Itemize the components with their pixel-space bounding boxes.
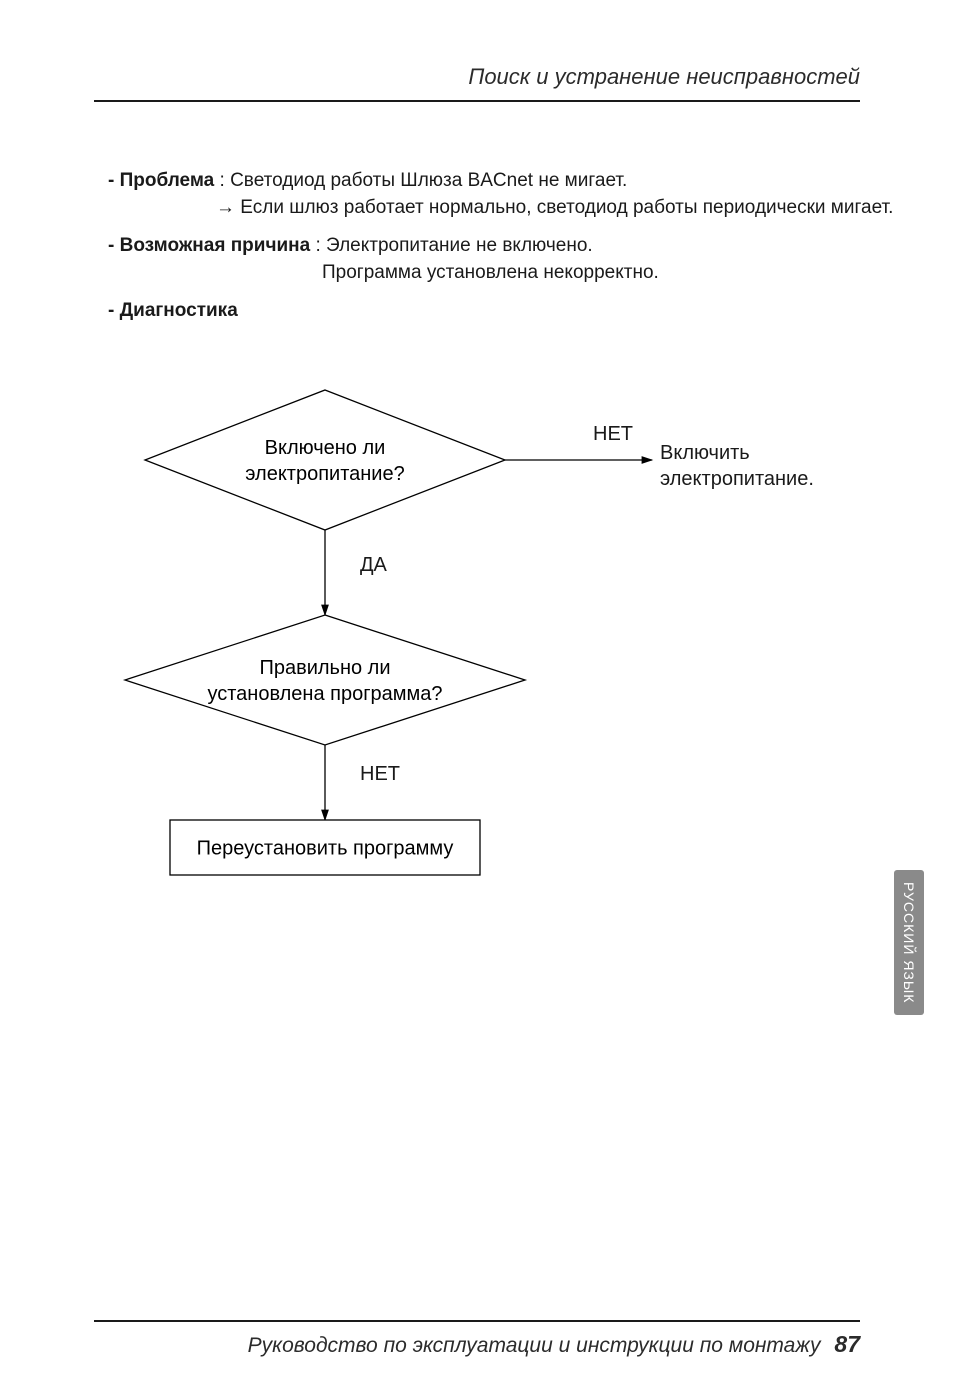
- cause-subline: Программа установлена некорректно.: [322, 260, 659, 286]
- problem-label: - Проблема: [108, 170, 214, 191]
- header-rule: [94, 100, 860, 102]
- language-tab: РУССКИЙ ЯЗЫК: [894, 870, 924, 1015]
- svg-text:установлена программа?: установлена программа?: [207, 683, 442, 705]
- svg-text:НЕТ: НЕТ: [360, 763, 400, 785]
- svg-text:Включено ли: Включено ли: [265, 437, 386, 459]
- svg-text:электропитание.: электропитание.: [660, 468, 814, 490]
- problem-line: - Проблема : Светодиод работы Шлюза BACn…: [108, 168, 627, 194]
- svg-text:НЕТ: НЕТ: [593, 423, 633, 445]
- cause-line: - Возможная причина : Электропитание не …: [108, 233, 593, 259]
- problem-subline: → Если шлюз работает нормально, светодио…: [216, 195, 893, 221]
- svg-text:Включить: Включить: [660, 442, 750, 464]
- diagnostics-flowchart: Включено ли электропитание? Правильно ли ус…: [100, 360, 860, 920]
- svg-text:электропитание?: электропитание?: [245, 463, 404, 485]
- svg-text:ДА: ДА: [360, 554, 388, 576]
- page: Поиск и устранение неисправностей - Проб…: [0, 0, 954, 1400]
- footer: Руководство по эксплуатации и инструкции…: [248, 1331, 860, 1358]
- footer-text: Руководство по эксплуатации и инструкции…: [248, 1334, 821, 1357]
- svg-text:Переустановить программу: Переустановить программу: [197, 838, 454, 860]
- cause-text: : Электропитание не включено.: [310, 235, 592, 256]
- problem-text: : Светодиод работы Шлюза BACnet не мигае…: [214, 170, 627, 191]
- diagnostics-label: - Диагностика: [108, 298, 238, 324]
- footer-rule: [94, 1320, 860, 1322]
- cause-label: - Возможная причина: [108, 235, 310, 256]
- svg-text:Правильно ли: Правильно ли: [259, 657, 390, 679]
- page-number: 87: [834, 1331, 860, 1357]
- section-header: Поиск и устранение неисправностей: [468, 64, 860, 90]
- flowchart-svg: Включено ли электропитание? Правильно ли ус…: [100, 360, 860, 920]
